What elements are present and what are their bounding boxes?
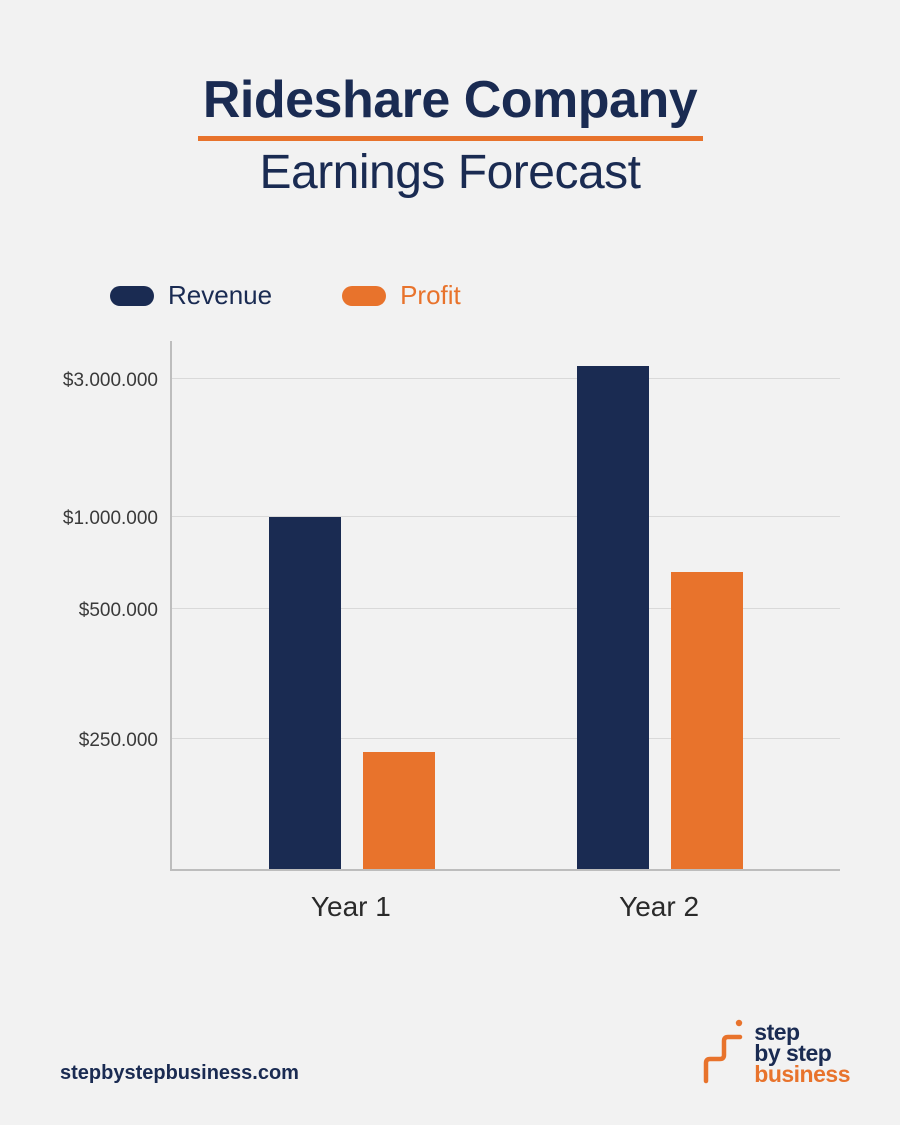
bar-group-year2 bbox=[577, 366, 743, 870]
legend-swatch-revenue bbox=[110, 286, 154, 306]
steps-icon bbox=[700, 1019, 746, 1085]
y-tick-label: $1.000.000 bbox=[63, 508, 158, 530]
title-underline bbox=[198, 136, 703, 141]
title-line2: Earnings Forecast bbox=[0, 145, 900, 200]
legend-label-revenue: Revenue bbox=[168, 280, 272, 311]
bar-revenue-year1 bbox=[269, 517, 341, 869]
legend-label-profit: Profit bbox=[400, 280, 461, 311]
footer: stepbystepbusiness.com step by step busi… bbox=[60, 1019, 850, 1085]
bar-profit-year1 bbox=[363, 752, 435, 869]
legend-item-profit: Profit bbox=[342, 280, 461, 311]
chart: $250.000 $500.000 $1.000.000 $3.000.000 … bbox=[60, 341, 840, 871]
bar-group-year1 bbox=[269, 517, 435, 869]
chart-legend: Revenue Profit bbox=[0, 280, 900, 311]
plot-area bbox=[170, 341, 840, 871]
brand-logo-text: step by step business bbox=[754, 1022, 850, 1085]
title-line1: Rideshare Company bbox=[203, 70, 697, 130]
y-tick-label: $250.000 bbox=[79, 730, 158, 752]
brand-logo: step by step business bbox=[700, 1019, 850, 1085]
y-tick-label: $3.000.000 bbox=[63, 370, 158, 392]
header: Rideshare Company Earnings Forecast bbox=[0, 0, 900, 200]
y-axis: $250.000 $500.000 $1.000.000 $3.000.000 bbox=[60, 341, 170, 871]
x-label-year1: Year 1 bbox=[311, 891, 391, 923]
bar-revenue-year2 bbox=[577, 366, 649, 870]
legend-swatch-profit bbox=[342, 286, 386, 306]
bar-profit-year2 bbox=[671, 572, 743, 869]
footer-url: stepbystepbusiness.com bbox=[60, 1062, 299, 1085]
legend-item-revenue: Revenue bbox=[110, 280, 272, 311]
brand-logo-line3: business bbox=[754, 1064, 850, 1085]
x-label-year2: Year 2 bbox=[619, 891, 699, 923]
y-tick-label: $500.000 bbox=[79, 600, 158, 622]
